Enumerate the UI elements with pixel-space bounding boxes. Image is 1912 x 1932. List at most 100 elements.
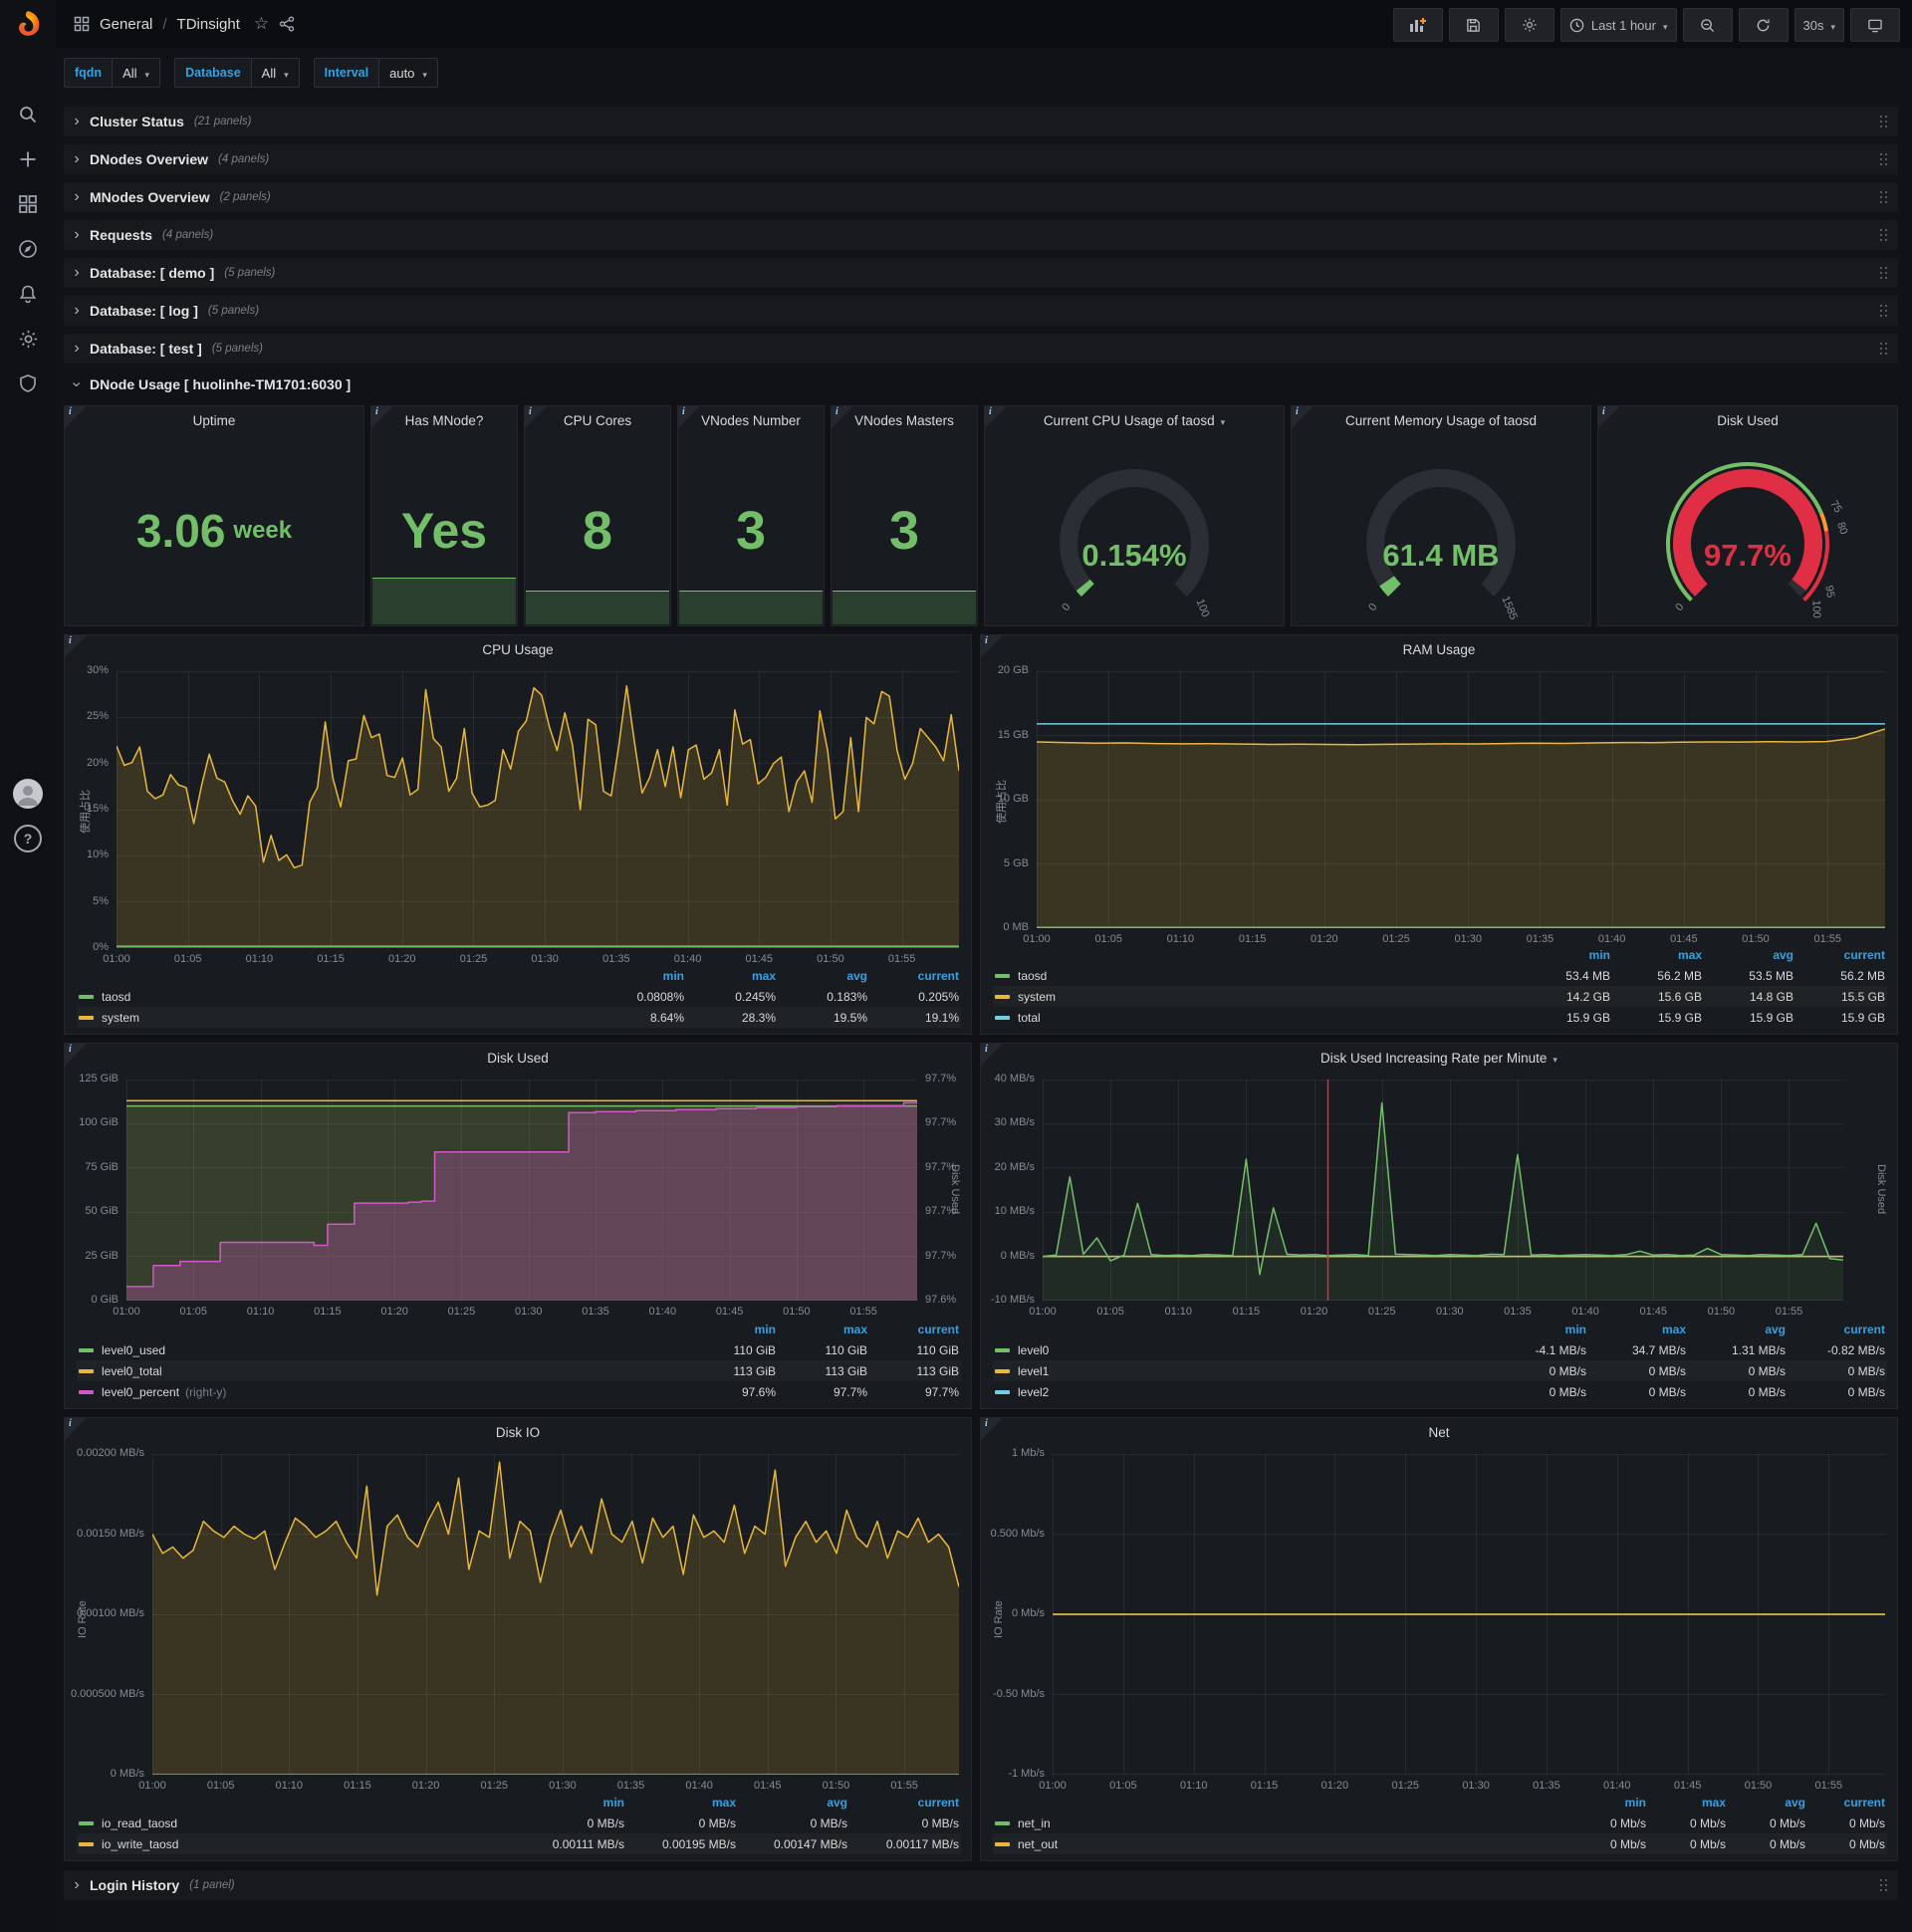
legend-series-name[interactable]: io_write_taosd	[102, 1836, 179, 1851]
chart-plot-area[interactable]	[117, 671, 959, 948]
legend-column-header[interactable]: avg	[1773, 948, 1793, 962]
panel-title[interactable]: CPU Cores	[563, 412, 632, 428]
row-drag-handle[interactable]	[1880, 343, 1888, 355]
legend-series-name[interactable]: level0_percent	[102, 1384, 180, 1399]
legend-series-swatch[interactable]	[79, 1015, 94, 1020]
server-admin-shield-icon[interactable]	[0, 366, 56, 400]
legend-series-name[interactable]: net_out	[1018, 1836, 1059, 1851]
variable-database-label[interactable]: Database	[174, 58, 251, 88]
panel-title[interactable]: Net	[1428, 1424, 1450, 1440]
panel-title[interactable]: Current CPU Usage of taosd	[985, 406, 1284, 434]
row-drag-handle[interactable]	[1880, 191, 1888, 203]
refresh-button[interactable]	[1738, 8, 1789, 42]
legend-column-header[interactable]: avg	[1785, 1796, 1805, 1810]
legend-column-header[interactable]: current	[1843, 948, 1885, 962]
legend-column-header[interactable]: avg	[1765, 1323, 1786, 1336]
grafana-logo[interactable]	[10, 8, 46, 44]
variable-interval-value[interactable]: auto	[378, 58, 438, 88]
legend-series-name[interactable]: level0_total	[102, 1363, 162, 1378]
legend-column-header[interactable]: current	[1843, 1796, 1885, 1810]
panel-title[interactable]: Disk Used Increasing Rate per Minute	[981, 1044, 1897, 1072]
legend-series-swatch[interactable]	[995, 1841, 1010, 1846]
row-dnode-usage[interactable]: DNode Usage [ huolinhe-TM1701:6030 ]	[64, 370, 1060, 398]
chart-plot-area[interactable]	[1037, 671, 1885, 928]
save-dashboard-button[interactable]	[1448, 8, 1499, 42]
panel-title[interactable]: CPU Usage	[482, 641, 554, 657]
legend-series-swatch[interactable]	[995, 1015, 1010, 1020]
chart-plot-area[interactable]	[1053, 1454, 1885, 1775]
collapsed-row[interactable]: Database: [ test ] (5 panels)	[64, 334, 1898, 363]
legend-series-name[interactable]: io_read_taosd	[102, 1815, 178, 1830]
legend-series-swatch[interactable]	[995, 1347, 1010, 1352]
legend-column-header[interactable]: min	[1588, 948, 1610, 962]
dashboards-icon[interactable]	[0, 187, 56, 221]
zoom-out-button[interactable]	[1682, 8, 1733, 42]
row-drag-handle[interactable]	[1880, 229, 1888, 241]
chart-plot-area[interactable]	[1043, 1080, 1843, 1301]
legend-column-header[interactable]: avg	[846, 969, 867, 983]
legend-column-header[interactable]: current	[917, 1796, 959, 1810]
legend-series-swatch[interactable]	[79, 1389, 94, 1394]
legend-series-swatch[interactable]	[79, 1820, 94, 1825]
legend-series-name[interactable]: system	[102, 1010, 140, 1025]
panel-title[interactable]: Uptime	[192, 412, 236, 428]
refresh-interval-dropdown[interactable]: 30s	[1793, 8, 1844, 42]
legend-series-swatch[interactable]	[995, 1820, 1010, 1825]
legend-series-name[interactable]: level2	[1018, 1384, 1050, 1399]
explore-compass-icon[interactable]	[0, 232, 56, 266]
legend-series-swatch[interactable]	[79, 1347, 94, 1352]
collapsed-row[interactable]: Database: [ log ] (5 panels)	[64, 296, 1898, 326]
panel-title[interactable]: VNodes Masters	[854, 412, 954, 428]
collapsed-row[interactable]: MNodes Overview (2 panels)	[64, 182, 1898, 212]
cycle-view-mode-button[interactable]	[1850, 8, 1900, 42]
legend-series-swatch[interactable]	[79, 1841, 94, 1846]
row-drag-handle[interactable]	[1880, 153, 1888, 165]
legend-series-name[interactable]: total	[1018, 1010, 1041, 1025]
collapsed-row[interactable]: DNodes Overview (4 panels)	[64, 144, 1898, 174]
time-range-picker[interactable]: Last 1 hour	[1559, 8, 1677, 42]
chart-plot-area[interactable]	[152, 1454, 959, 1775]
share-icon[interactable]	[279, 16, 295, 32]
collapsed-row[interactable]: Cluster Status (21 panels)	[64, 107, 1898, 136]
add-panel-button[interactable]	[1392, 8, 1443, 42]
variable-fqdn-label[interactable]: fqdn	[64, 58, 113, 88]
legend-series-name[interactable]: taosd	[102, 989, 131, 1004]
row-drag-handle[interactable]	[1880, 305, 1888, 317]
legend-series-name[interactable]: taosd	[1018, 968, 1048, 983]
legend-column-header[interactable]: current	[917, 969, 959, 983]
variable-interval-label[interactable]: Interval	[313, 58, 379, 88]
legend-column-header[interactable]: max	[1661, 1323, 1686, 1336]
panel-title[interactable]: Current Memory Usage of taosd	[1344, 412, 1538, 428]
panel-title[interactable]: RAM Usage	[1402, 641, 1476, 657]
legend-series-swatch[interactable]	[79, 1368, 94, 1373]
legend-column-header[interactable]: max	[1701, 1796, 1726, 1810]
legend-column-header[interactable]: current	[917, 1323, 959, 1336]
legend-column-header[interactable]: min	[1564, 1323, 1586, 1336]
legend-column-header[interactable]: min	[1624, 1796, 1646, 1810]
legend-column-header[interactable]: current	[1843, 1323, 1885, 1336]
legend-series-name[interactable]: net_in	[1018, 1815, 1051, 1830]
legend-series-swatch[interactable]	[995, 994, 1010, 999]
collapsed-row[interactable]: Requests (4 panels)	[64, 220, 1898, 250]
chart-plot-area[interactable]	[126, 1080, 917, 1301]
star-icon[interactable]: ☆	[253, 14, 270, 33]
configuration-gear-icon[interactable]	[0, 322, 56, 356]
legend-column-header[interactable]: max	[842, 1323, 867, 1336]
legend-column-header[interactable]: avg	[827, 1796, 847, 1810]
legend-series-name[interactable]: level0_used	[102, 1342, 166, 1357]
panel-title[interactable]: VNodes Number	[701, 412, 801, 428]
legend-column-header[interactable]: max	[751, 969, 776, 983]
plus-icon[interactable]	[0, 142, 56, 176]
legend-column-header[interactable]: max	[1677, 948, 1702, 962]
variable-database-value[interactable]: All	[250, 58, 300, 88]
legend-column-header[interactable]: min	[754, 1323, 776, 1336]
row-drag-handle[interactable]	[1880, 116, 1888, 127]
collapsed-row[interactable]: Database: [ demo ] (5 panels)	[64, 258, 1898, 288]
collapsed-row[interactable]: Login History (1 panel)	[64, 1870, 1898, 1900]
panel-title[interactable]: Disk Used	[487, 1050, 549, 1066]
legend-column-header[interactable]: min	[602, 1796, 624, 1810]
user-avatar[interactable]	[0, 777, 56, 811]
panel-title[interactable]: Disk IO	[495, 1424, 541, 1440]
dashboard-settings-button[interactable]	[1504, 8, 1554, 42]
row-drag-handle[interactable]	[1880, 267, 1888, 279]
